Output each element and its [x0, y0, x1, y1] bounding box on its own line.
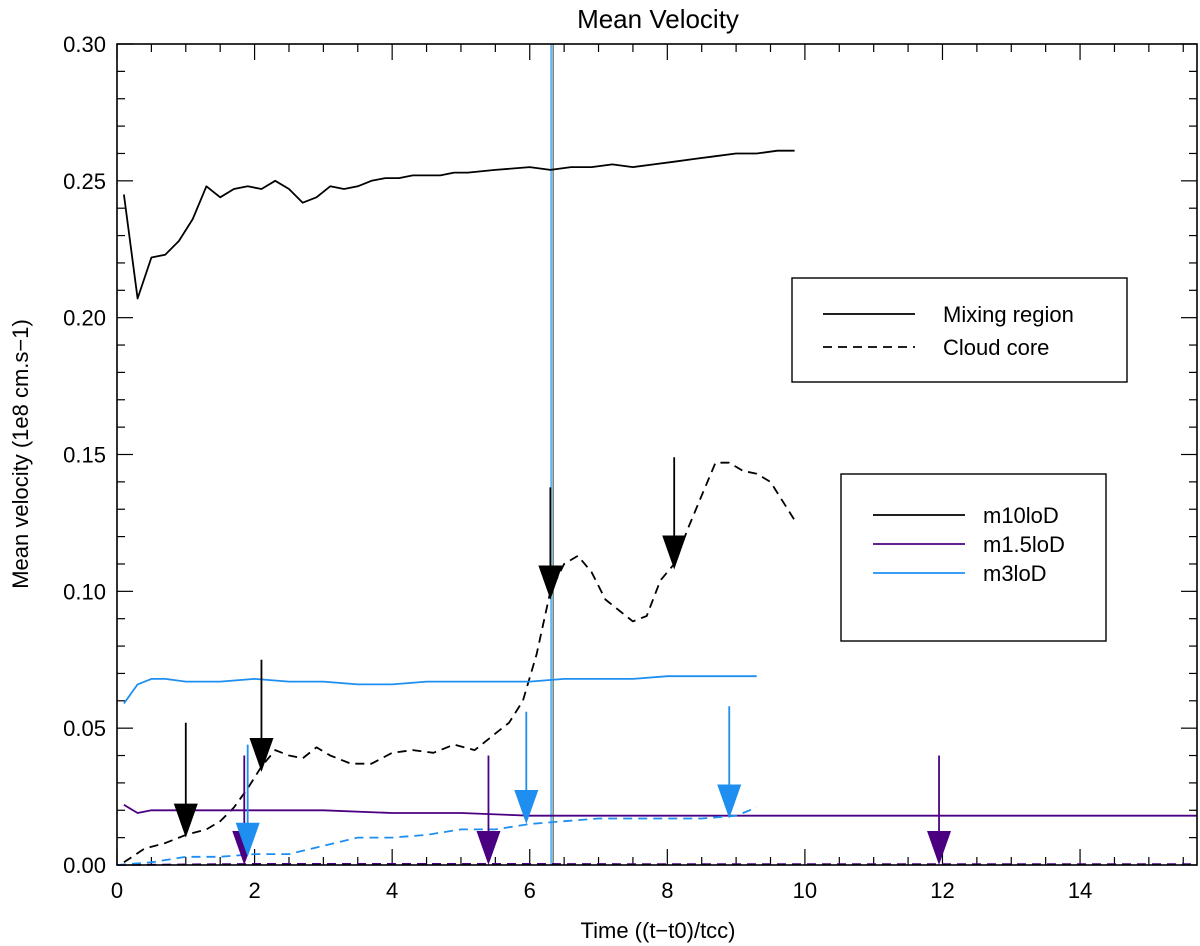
x-axis-label: Time ((t−t0)/tcc) — [580, 918, 735, 943]
arrow-head — [538, 565, 563, 600]
event-arrow — [927, 755, 952, 865]
y-axis-label: Mean velocity (1e8 cm.s−1) — [8, 319, 33, 589]
y-tick-label: 0.15 — [63, 443, 106, 468]
event-arrow — [717, 706, 742, 819]
arrow-head — [927, 831, 952, 865]
event-arrow — [476, 755, 501, 865]
x-tick-label: 0 — [111, 878, 123, 903]
y-tick-label: 0.30 — [63, 32, 106, 57]
event-arrow — [235, 744, 260, 857]
x-tick-label: 4 — [386, 878, 398, 903]
legend-box — [791, 277, 1128, 383]
x-tick-label: 10 — [793, 878, 817, 903]
arrow-head — [662, 535, 687, 570]
y-tick-label: 0.00 — [63, 853, 106, 878]
event-arrow — [249, 659, 274, 772]
legend-model-label: m3loD — [983, 561, 1047, 586]
y-tick-label: 0.05 — [63, 716, 106, 741]
event-arrow — [514, 711, 539, 824]
event-arrow — [538, 487, 563, 600]
arrow-head — [173, 803, 198, 838]
chart-title: Mean Velocity — [577, 4, 739, 34]
arrow-head — [514, 789, 539, 824]
x-tick-label: 12 — [930, 878, 954, 903]
legend-model-label: m1.5loD — [983, 532, 1065, 557]
x-tick-label: 14 — [1068, 878, 1092, 903]
series-line — [123, 461, 796, 864]
event-arrow — [662, 457, 687, 570]
y-tick-label: 0.25 — [63, 169, 106, 194]
arrow-head — [249, 737, 274, 772]
legend-style-label: Cloud core — [943, 335, 1049, 360]
y-tick-label: 0.10 — [63, 579, 106, 604]
series-line — [116, 806, 758, 866]
x-tick-label: 8 — [661, 878, 673, 903]
arrow-head — [717, 784, 742, 819]
plot-layer: 0 2 4 6 8 10 12 14 0.00 0.05 0.10 0.15 0.20 0.25 0.30 — [63, 32, 1197, 903]
series-line — [123, 675, 757, 705]
series-line — [123, 149, 795, 300]
plot-frame — [116, 43, 1198, 866]
legend-models: m10loD m1.5loD m3loD — [840, 473, 1107, 642]
x-tick-label: 6 — [524, 878, 536, 903]
y-tick-label: 0.20 — [63, 306, 106, 331]
series-line — [123, 804, 1197, 817]
x-tick-label: 2 — [248, 878, 260, 903]
legend-style: Mixing region Cloud core — [791, 277, 1128, 383]
event-arrow — [173, 722, 198, 838]
legend-model-label: m10loD — [983, 503, 1059, 528]
legend-style-label: Mixing region — [943, 302, 1074, 327]
arrow-head — [235, 822, 260, 857]
arrow-head — [476, 831, 501, 865]
legend-box — [840, 473, 1107, 642]
